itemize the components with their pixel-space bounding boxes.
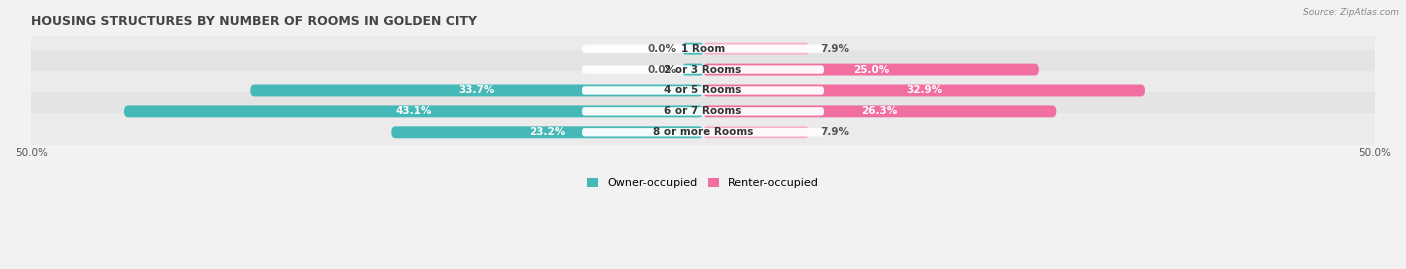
Text: 43.1%: 43.1%	[395, 106, 432, 116]
FancyBboxPatch shape	[683, 43, 703, 55]
FancyBboxPatch shape	[391, 126, 703, 138]
FancyBboxPatch shape	[25, 92, 1381, 131]
FancyBboxPatch shape	[25, 50, 1381, 89]
Text: 25.0%: 25.0%	[853, 65, 889, 75]
Text: 33.7%: 33.7%	[458, 86, 495, 95]
FancyBboxPatch shape	[25, 71, 1381, 110]
FancyBboxPatch shape	[683, 63, 703, 76]
Text: 8 or more Rooms: 8 or more Rooms	[652, 127, 754, 137]
Text: 0.0%: 0.0%	[647, 65, 676, 75]
Text: 2 or 3 Rooms: 2 or 3 Rooms	[665, 65, 741, 75]
Text: 32.9%: 32.9%	[905, 86, 942, 95]
FancyBboxPatch shape	[582, 107, 824, 116]
FancyBboxPatch shape	[703, 105, 1056, 117]
Text: 7.9%: 7.9%	[820, 44, 849, 54]
FancyBboxPatch shape	[703, 126, 810, 138]
FancyBboxPatch shape	[25, 29, 1381, 68]
Text: Source: ZipAtlas.com: Source: ZipAtlas.com	[1303, 8, 1399, 17]
FancyBboxPatch shape	[582, 128, 824, 136]
FancyBboxPatch shape	[582, 86, 824, 95]
FancyBboxPatch shape	[582, 44, 824, 53]
Text: 1 Room: 1 Room	[681, 44, 725, 54]
FancyBboxPatch shape	[703, 43, 810, 55]
FancyBboxPatch shape	[124, 105, 703, 117]
Text: 6 or 7 Rooms: 6 or 7 Rooms	[664, 106, 742, 116]
Text: HOUSING STRUCTURES BY NUMBER OF ROOMS IN GOLDEN CITY: HOUSING STRUCTURES BY NUMBER OF ROOMS IN…	[31, 15, 478, 28]
Legend: Owner-occupied, Renter-occupied: Owner-occupied, Renter-occupied	[586, 178, 820, 188]
Text: 0.0%: 0.0%	[647, 44, 676, 54]
FancyBboxPatch shape	[250, 84, 703, 96]
Text: 7.9%: 7.9%	[820, 127, 849, 137]
FancyBboxPatch shape	[25, 113, 1381, 152]
FancyBboxPatch shape	[703, 84, 1144, 96]
FancyBboxPatch shape	[582, 65, 824, 74]
Text: 4 or 5 Rooms: 4 or 5 Rooms	[664, 86, 742, 95]
FancyBboxPatch shape	[703, 63, 1039, 76]
Text: 23.2%: 23.2%	[529, 127, 565, 137]
Text: 26.3%: 26.3%	[862, 106, 898, 116]
